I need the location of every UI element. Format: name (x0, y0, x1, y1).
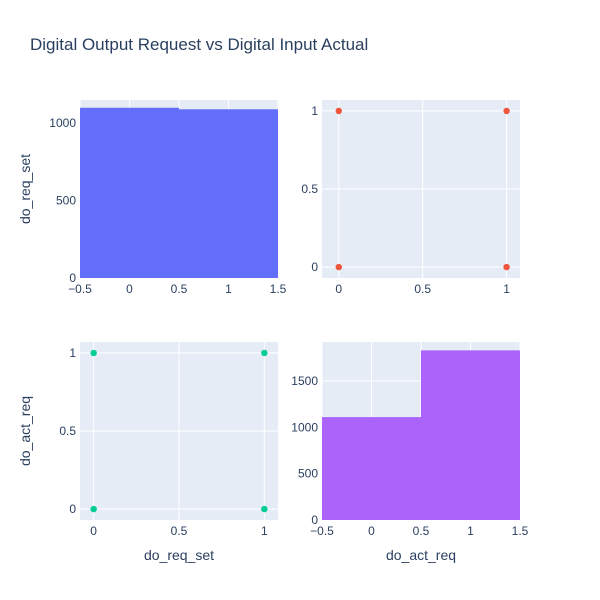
histogram-bar (322, 417, 421, 520)
x-tick-label: 0 (368, 524, 375, 538)
y-tick-label: 0.5 (301, 182, 318, 196)
x-tick-label: 1 (467, 524, 474, 538)
y-tick-label: 1500 (291, 374, 318, 388)
y-tick-label: 1000 (49, 116, 76, 130)
x-tick-label: 1.5 (512, 524, 529, 538)
y-tick-label: 0 (311, 260, 318, 274)
scatter-point (261, 505, 268, 513)
panel-bottom-left: 0 0.5 1 0 0.5 1 do_act_req do_req_set (17, 342, 278, 563)
x-tick-label: 1 (503, 282, 510, 296)
histogram-bar (421, 350, 520, 520)
scatter-point (261, 349, 268, 357)
scatter-point (503, 107, 510, 115)
x-axis-title: do_act_req (386, 547, 456, 563)
panel-top-right: 0 0.5 1 0 0.5 1 (301, 100, 520, 296)
chart-title: Digital Output Request vs Digital Input … (30, 35, 368, 54)
x-tick-label: 0 (335, 282, 342, 296)
scatter-point (90, 349, 97, 357)
scatter-point (90, 505, 97, 513)
x-tick-label: −0.5 (310, 524, 334, 538)
y-tick-label: 1000 (291, 420, 318, 434)
x-tick-label: 1 (225, 282, 232, 296)
x-tick-label: 1 (261, 524, 268, 538)
y-tick-label: 1 (69, 346, 76, 360)
x-tick-label: 0.5 (413, 524, 430, 538)
histogram-bar (80, 107, 179, 278)
x-tick-label: 0.5 (171, 282, 188, 296)
x-tick-label: 1.5 (270, 282, 287, 296)
x-tick-label: 0 (90, 524, 97, 538)
x-tick-label: 0 (126, 282, 133, 296)
scatter-point (503, 263, 510, 271)
x-tick-label: −0.5 (68, 282, 92, 296)
histogram-bar (179, 109, 278, 278)
scatter-point (335, 263, 342, 271)
y-tick-label: 0 (311, 513, 318, 527)
scatter-point (335, 107, 342, 115)
y-tick-label: 0 (69, 271, 76, 285)
y-tick-label: 1 (311, 104, 318, 118)
x-axis-title: do_req_set (144, 547, 214, 563)
y-tick-label: 0.5 (59, 424, 76, 438)
x-tick-label: 0.5 (171, 524, 188, 538)
y-tick-label: 500 (56, 194, 76, 208)
y-tick-label: 0 (69, 502, 76, 516)
y-axis-title: do_req_set (17, 154, 33, 224)
y-axis-title: do_act_req (17, 396, 33, 466)
x-tick-label: 0.5 (414, 282, 431, 296)
y-tick-label: 500 (298, 467, 318, 481)
